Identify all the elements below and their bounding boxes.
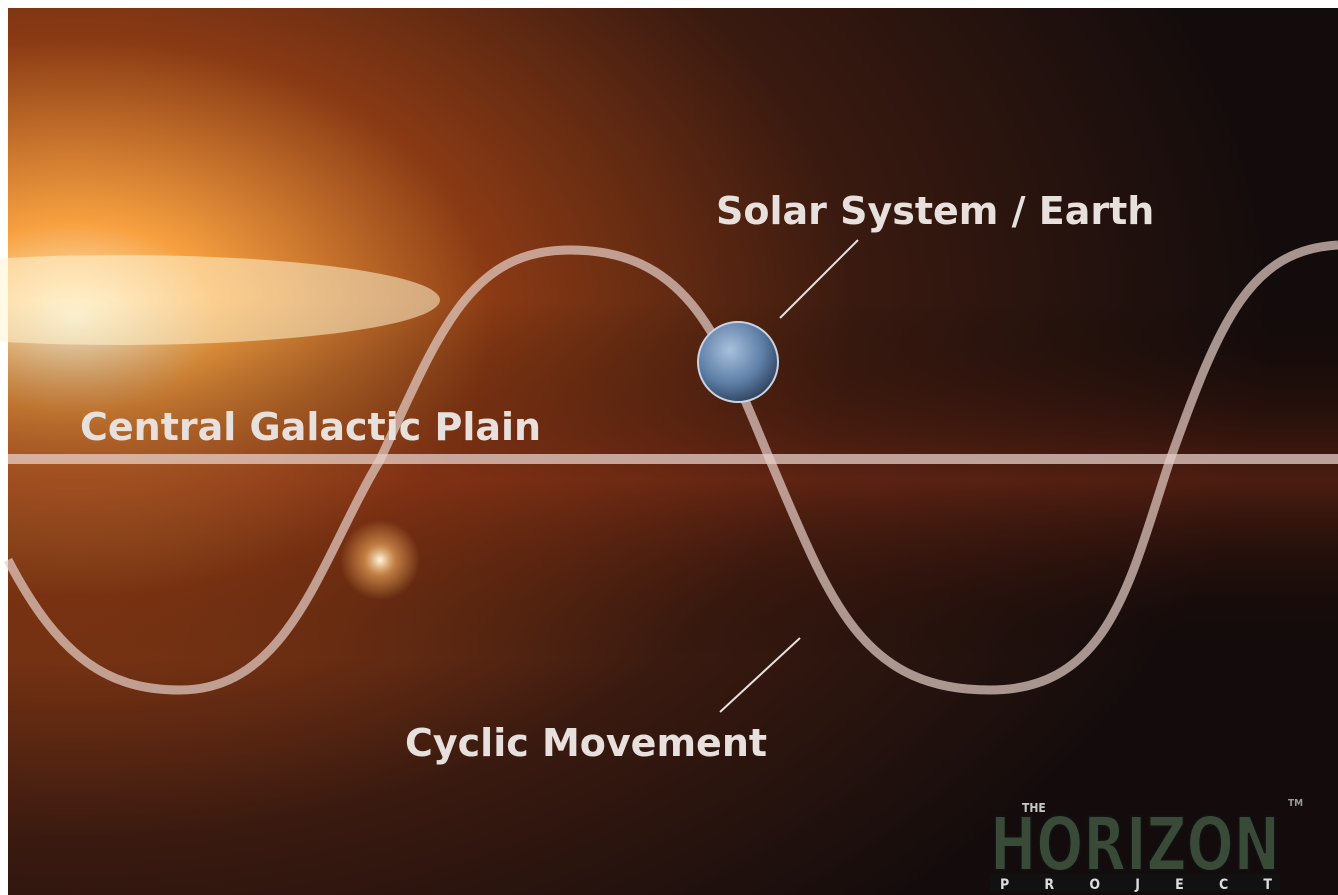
plane-label: Central Galactic Plain [80, 405, 541, 449]
logo: THE HORIZON TM PROJECT [989, 798, 1303, 893]
core-glow [0, 255, 440, 345]
logo-tm: TM [1288, 798, 1303, 809]
movement-label: Cyclic Movement [405, 721, 767, 765]
logo-bar [990, 874, 1280, 892]
logo-the: THE [1022, 801, 1046, 815]
cyclic-wave [4, 240, 1338, 695]
galactic-band [8, 300, 1338, 660]
earth-label: Solar System / Earth [716, 189, 1154, 233]
movement-pointer [719, 637, 801, 713]
earth [697, 321, 779, 403]
plane-line [8, 454, 1338, 464]
star-glow [340, 520, 420, 600]
earth-pointer [779, 239, 859, 319]
